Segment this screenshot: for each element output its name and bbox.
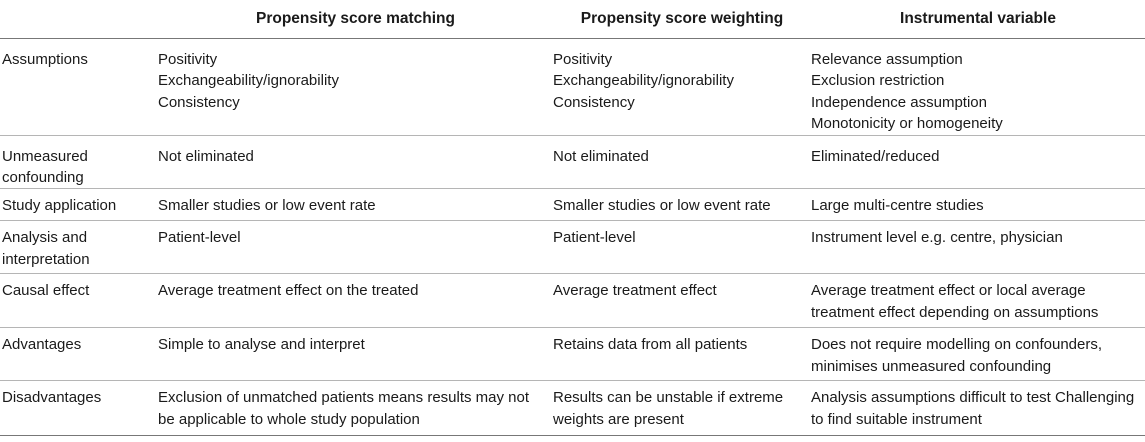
cell-weighting: Positivity Exchangeability/ignorability …	[553, 38, 811, 136]
cell-matching: Not eliminated	[158, 135, 553, 190]
table-row: Assumptions Positivity Exchangeability/i…	[0, 38, 1145, 136]
cell-line: Average treatment effect on the treated	[158, 282, 419, 300]
cell-weighting: Retains data from all patients	[553, 327, 811, 382]
row-label-line: Advantages	[2, 336, 82, 354]
cell-line: minimises unmeasured confounding	[811, 357, 1052, 375]
cell-line: be applicable to whole study population	[158, 410, 420, 428]
row-label: Assumptions	[0, 38, 158, 136]
cell-line: Monotonicity or homogeneity	[811, 115, 1003, 133]
cell-instrumental: Analysis assumptions difficult to test C…	[811, 380, 1145, 437]
cell-line: Exchangeability/ignorability	[553, 72, 734, 90]
cell-weighting: Smaller studies or low event rate	[553, 188, 811, 222]
cell-line: Exclusion restriction	[811, 72, 945, 90]
cell-line: weights are present	[553, 410, 684, 428]
header-cell-blank	[0, 0, 158, 39]
cell-weighting: Results can be unstable if extreme weigh…	[553, 380, 811, 437]
row-label-line: Causal effect	[2, 282, 90, 300]
row-label: Study application	[0, 188, 158, 222]
header-row: Propensity score matching Propensity sco…	[0, 0, 1145, 39]
row-label-line: confounding	[2, 169, 84, 187]
cell-weighting: Not eliminated	[553, 135, 811, 190]
table-header: Propensity score matching Propensity sco…	[0, 0, 1145, 39]
cell-line: Patient-level	[553, 229, 636, 247]
header-propensity-score-matching: Propensity score matching	[158, 0, 553, 39]
cell-line: Average treatment effect	[553, 282, 717, 300]
row-label-line: interpretation	[2, 250, 90, 268]
cell-instrumental: Does not require modelling on confounder…	[811, 327, 1145, 382]
cell-line: Smaller studies or low event rate	[158, 197, 376, 215]
cell-matching: Positivity Exchangeability/ignorability …	[158, 38, 553, 136]
cell-line: Average treatment effect or local averag…	[811, 282, 1086, 300]
row-label-line: Assumptions	[2, 51, 88, 68]
cell-line: Analysis assumptions difficult to test C…	[811, 389, 1135, 407]
cell-line: Instrument level e.g. centre, physician	[811, 229, 1063, 247]
cell-line: Simple to analyse and interpret	[158, 336, 365, 354]
cell-line: Retains data from all patients	[553, 336, 748, 354]
table-row: Unmeasured confounding Not eliminated No…	[0, 135, 1145, 190]
cell-line: treatment effect depending on assumption…	[811, 303, 1099, 321]
row-label: Unmeasured confounding	[0, 135, 158, 190]
cell-line: to find suitable instrument	[811, 410, 982, 428]
cell-line: Exclusion of unmatched patients means re…	[158, 389, 530, 407]
cell-matching: Exclusion of unmatched patients means re…	[158, 380, 553, 437]
cell-instrumental: Large multi-centre studies	[811, 188, 1145, 222]
cell-matching: Simple to analyse and interpret	[158, 327, 553, 382]
row-label: Causal effect	[0, 273, 158, 329]
cell-line: Not eliminated	[553, 147, 649, 165]
cell-line: Consistency	[158, 93, 240, 111]
cell-line: Independence assumption	[811, 93, 987, 111]
header-instrumental-variable: Instrumental variable	[811, 0, 1145, 39]
table-body: Assumptions Positivity Exchangeability/i…	[0, 38, 1145, 437]
row-label: Advantages	[0, 327, 158, 382]
cell-weighting: Patient-level	[553, 220, 811, 275]
cell-line: Eliminated/reduced	[811, 147, 940, 165]
cell-line: Relevance assumption	[811, 51, 963, 68]
cell-line: Not eliminated	[158, 147, 254, 165]
cell-line: Does not require modelling on confounder…	[811, 336, 1103, 354]
table-row: Analysis and interpretation Patient-leve…	[0, 220, 1145, 275]
cell-weighting: Average treatment effect	[553, 273, 811, 329]
row-label-line: Unmeasured	[2, 147, 88, 165]
cell-matching: Average treatment effect on the treated	[158, 273, 553, 329]
cell-line: Patient-level	[158, 229, 241, 247]
cell-line: Large multi-centre studies	[811, 197, 984, 215]
row-label-line: Analysis and	[2, 229, 88, 247]
row-label: Disadvantages	[0, 380, 158, 437]
cell-line: Results can be unstable if extreme	[553, 389, 784, 407]
table-row: Disadvantages Exclusion of unmatched pat…	[0, 380, 1145, 437]
row-label: Analysis and interpretation	[0, 220, 158, 275]
table-row: Causal effect Average treatment effect o…	[0, 273, 1145, 329]
table-row: Study application Smaller studies or low…	[0, 188, 1145, 222]
cell-matching: Smaller studies or low event rate	[158, 188, 553, 222]
row-label-line: Study application	[2, 197, 117, 215]
cell-line: Exchangeability/ignorability	[158, 72, 339, 90]
cell-line: Consistency	[553, 93, 635, 111]
cell-line: Positivity	[158, 51, 218, 68]
cell-instrumental: Instrument level e.g. centre, physician	[811, 220, 1145, 275]
cell-matching: Patient-level	[158, 220, 553, 275]
header-propensity-score-weighting: Propensity score weighting	[553, 0, 811, 39]
table-row: Advantages Simple to analyse and interpr…	[0, 327, 1145, 382]
cell-instrumental: Average treatment effect or local averag…	[811, 273, 1145, 329]
cell-instrumental: Eliminated/reduced	[811, 135, 1145, 190]
cell-instrumental: Relevance assumption Exclusion restricti…	[811, 38, 1145, 136]
row-label-line: Disadvantages	[2, 389, 102, 407]
cell-line: Smaller studies or low event rate	[553, 197, 771, 215]
cell-line: Positivity	[553, 51, 613, 68]
